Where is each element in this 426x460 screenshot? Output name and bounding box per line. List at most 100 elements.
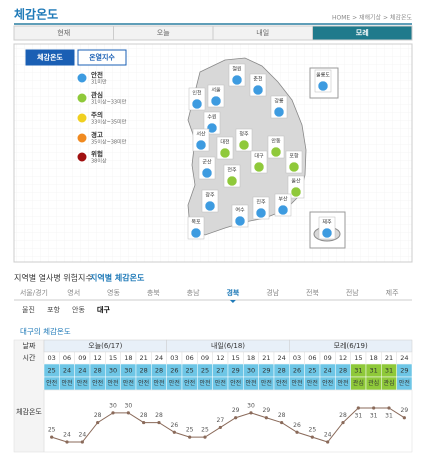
temp-label: 31 bbox=[370, 413, 378, 420]
status-text: 안전 bbox=[215, 379, 226, 387]
section-title: 지역별 열사병 위험지수 bbox=[14, 273, 93, 283]
temp-point bbox=[310, 435, 314, 439]
chart-area bbox=[43, 389, 413, 453]
page-title: 체감온도 bbox=[14, 7, 58, 22]
status-text: 안전 bbox=[123, 379, 134, 387]
temp-point bbox=[142, 420, 146, 425]
status-text: 안전 bbox=[276, 379, 287, 387]
temp-point bbox=[65, 440, 69, 444]
time-label: 21 bbox=[385, 354, 393, 362]
temp-point bbox=[218, 425, 222, 430]
legend-marker bbox=[76, 92, 88, 104]
time-label: 24 bbox=[155, 354, 163, 362]
region-tab[interactable]: 서울/경기 bbox=[20, 288, 48, 297]
date-label: 오늘(6/17) bbox=[88, 342, 122, 350]
value-text: 30 bbox=[124, 367, 132, 375]
legend-label: 위험 bbox=[91, 149, 103, 158]
status-text: 안전 bbox=[77, 379, 88, 387]
value-text: 25 bbox=[308, 367, 316, 375]
tab[interactable] bbox=[312, 25, 413, 41]
city-marker bbox=[201, 167, 213, 179]
city-label: 진주 bbox=[256, 199, 266, 206]
status-text: 안전 bbox=[61, 379, 72, 387]
date-label: 내일(6/18) bbox=[211, 341, 245, 350]
status-text: 안전 bbox=[337, 379, 348, 387]
region-tab[interactable]: 경북 bbox=[226, 288, 239, 297]
time-label: 18 bbox=[370, 354, 378, 362]
city-label: 목포 bbox=[191, 220, 201, 226]
region-tab[interactable]: 제주 bbox=[386, 289, 399, 297]
region-tab[interactable]: 경남 bbox=[266, 288, 279, 297]
city-label: 대구 bbox=[254, 153, 264, 160]
region-tab[interactable]: 충북 bbox=[147, 288, 160, 297]
time-label: 03 bbox=[293, 354, 301, 362]
temp-label: 25 bbox=[201, 427, 209, 434]
region-tab[interactable]: 영동 bbox=[107, 288, 120, 297]
subregion[interactable]: 포항 bbox=[47, 305, 60, 314]
temp-line bbox=[51, 407, 405, 443]
tab-label[interactable]: 현재 bbox=[57, 29, 70, 37]
temp-label: 29 bbox=[232, 407, 240, 414]
temp-point bbox=[111, 411, 115, 415]
temp-label: 28 bbox=[155, 412, 163, 419]
map-button[interactable] bbox=[25, 49, 75, 66]
city-marker bbox=[255, 207, 267, 219]
status-text: 안전 bbox=[138, 379, 149, 387]
temp-label: 30 bbox=[125, 402, 133, 409]
tab-label[interactable]: 모레 bbox=[356, 28, 369, 37]
subregion[interactable]: 울진 bbox=[22, 305, 35, 314]
status-text: 관심 bbox=[368, 379, 379, 387]
temp-point bbox=[80, 440, 84, 444]
temp-point bbox=[249, 411, 253, 415]
map-button[interactable] bbox=[77, 49, 127, 66]
value-text: 27 bbox=[216, 367, 224, 375]
region-tab[interactable]: 전남 bbox=[346, 288, 359, 297]
legend-range: 35이상~38미만 bbox=[91, 139, 127, 146]
map-button-label[interactable]: 체감온도 bbox=[37, 53, 63, 62]
legend-range: 33이상~35미만 bbox=[91, 119, 127, 126]
subregion[interactable]: 안동 bbox=[72, 305, 85, 314]
region-tab[interactable]: 영서 bbox=[67, 288, 80, 297]
value-text: 25 bbox=[186, 367, 194, 375]
status-text: 안전 bbox=[46, 379, 57, 387]
status-text: 안전 bbox=[261, 379, 272, 387]
status-text: 안전 bbox=[92, 379, 103, 387]
subregion[interactable]: 대구 bbox=[97, 305, 110, 314]
city-marker bbox=[238, 139, 250, 151]
temp-label: 28 bbox=[140, 412, 148, 419]
tab-label[interactable]: 오늘 bbox=[157, 29, 170, 37]
temp-label: 28 bbox=[278, 412, 286, 419]
temp-point bbox=[126, 411, 130, 415]
city-marker bbox=[253, 161, 265, 173]
temp-point bbox=[280, 420, 284, 425]
temp-label: 31 bbox=[385, 413, 393, 420]
temp-label: 25 bbox=[48, 427, 56, 434]
city-label: 여수 bbox=[235, 207, 245, 214]
value-text: 26 bbox=[293, 367, 301, 375]
city-label: 대전 bbox=[220, 139, 230, 146]
legend-label: 경고 bbox=[91, 130, 103, 139]
region-tab[interactable]: 전북 bbox=[306, 288, 319, 297]
city-marker bbox=[231, 74, 243, 86]
city-marker bbox=[204, 200, 216, 212]
time-label: 12 bbox=[339, 354, 347, 362]
time-label: 06 bbox=[186, 354, 194, 362]
status-text: 관심 bbox=[383, 379, 394, 387]
table-title: 대구의 체감온도 bbox=[20, 326, 71, 336]
tab-label[interactable]: 내일 bbox=[256, 28, 269, 37]
city-label: 서산 bbox=[196, 131, 206, 138]
temp-point bbox=[264, 416, 268, 420]
temp-label: 30 bbox=[247, 402, 255, 409]
city-marker bbox=[288, 161, 300, 173]
temp-label: 24 bbox=[63, 432, 71, 439]
city-label: 수원 bbox=[207, 114, 217, 121]
value-text: 30 bbox=[247, 367, 255, 375]
city-marker bbox=[273, 106, 285, 118]
legend-marker bbox=[76, 151, 88, 163]
region-tab[interactable]: 충남 bbox=[187, 288, 200, 297]
time-label: 09 bbox=[201, 354, 209, 362]
map-button-label[interactable]: 온열지수 bbox=[89, 53, 115, 62]
value-text: 31 bbox=[354, 367, 362, 375]
time-label: 18 bbox=[247, 354, 255, 362]
time-label: 09 bbox=[78, 354, 86, 362]
